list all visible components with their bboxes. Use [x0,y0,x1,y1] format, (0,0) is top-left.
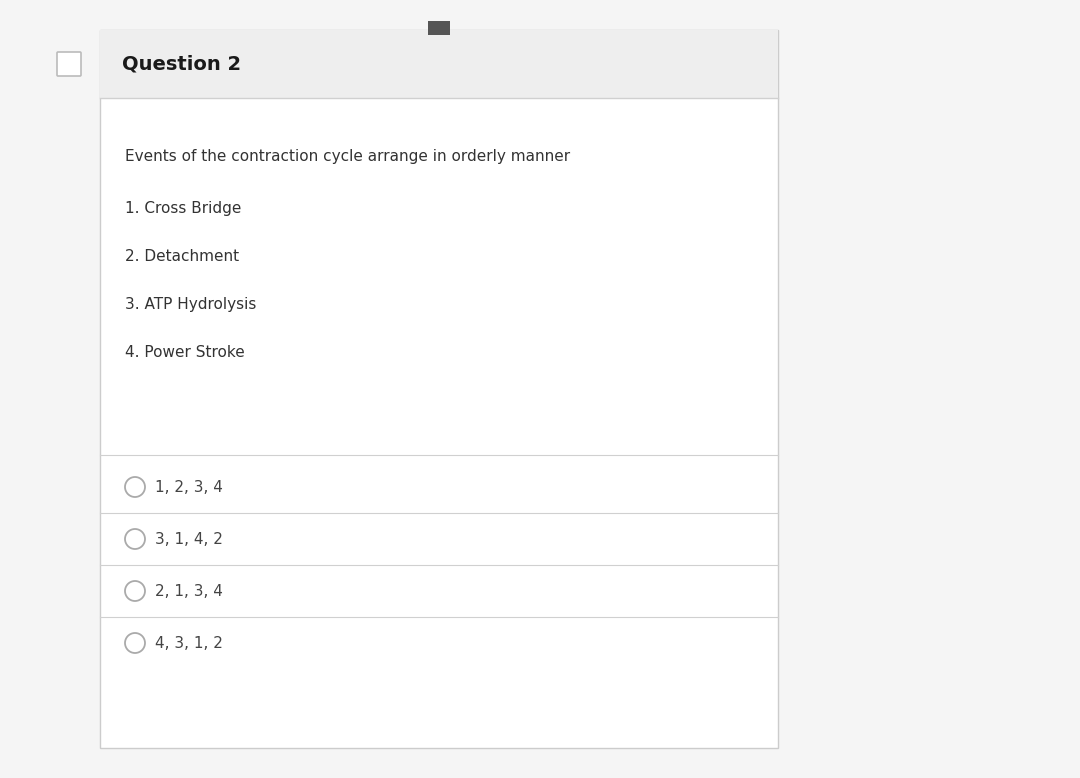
Text: 2. Detachment: 2. Detachment [125,248,239,264]
Circle shape [125,529,145,549]
FancyBboxPatch shape [57,52,81,76]
Circle shape [125,633,145,653]
Text: 4, 3, 1, 2: 4, 3, 1, 2 [156,636,222,650]
Text: 4. Power Stroke: 4. Power Stroke [125,345,245,359]
FancyBboxPatch shape [100,30,778,748]
Text: Question 2: Question 2 [122,54,241,73]
FancyBboxPatch shape [100,30,778,98]
Text: 2, 1, 3, 4: 2, 1, 3, 4 [156,584,222,598]
Text: 3. ATP Hydrolysis: 3. ATP Hydrolysis [125,296,256,311]
FancyBboxPatch shape [428,21,450,35]
Circle shape [125,581,145,601]
Text: 1. Cross Bridge: 1. Cross Bridge [125,201,241,216]
Text: 1, 2, 3, 4: 1, 2, 3, 4 [156,479,222,495]
Text: 3, 1, 4, 2: 3, 1, 4, 2 [156,531,222,546]
Circle shape [125,477,145,497]
Text: Events of the contraction cycle arrange in orderly manner: Events of the contraction cycle arrange … [125,149,570,163]
